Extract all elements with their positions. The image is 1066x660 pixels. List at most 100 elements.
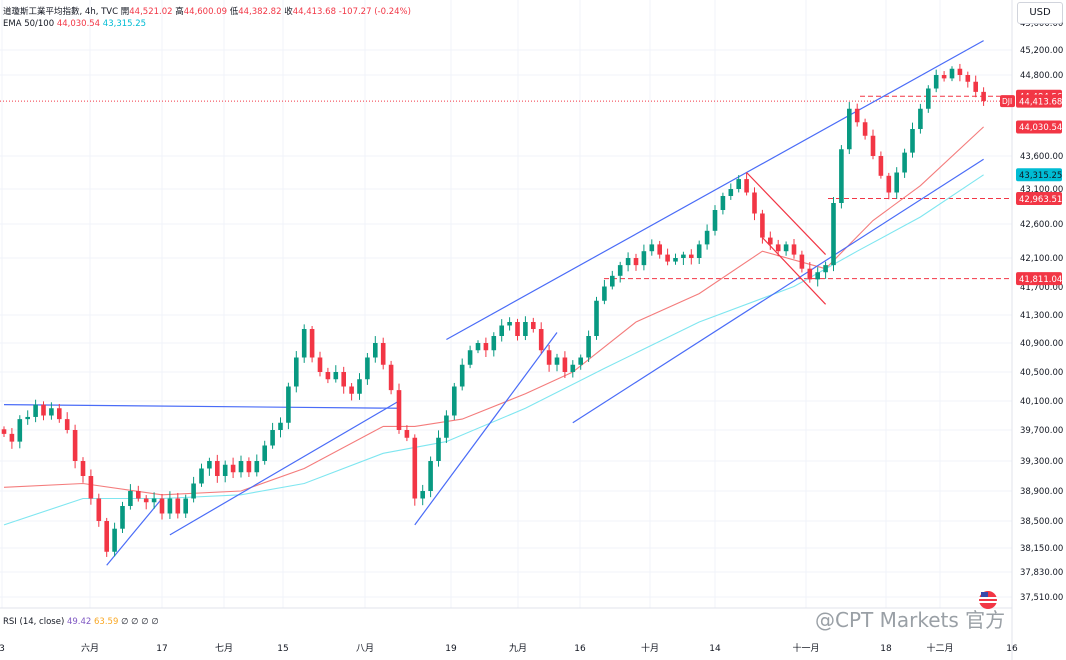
price-tag-5: 41,811.04 bbox=[1016, 272, 1062, 286]
x-axis: 3 六月 17 七月 15 八月 19 九月 16 十月 14 十一月 18 十二月 16 bbox=[0, 607, 1018, 654]
x-tick-label: 16 bbox=[574, 644, 586, 654]
high-label: 高 bbox=[175, 7, 184, 17]
candle-body bbox=[657, 244, 662, 255]
candle-body bbox=[878, 156, 884, 176]
candle-body bbox=[633, 258, 639, 266]
rsi-legend[interactable]: RSI (14, close) 49.42 63.59 ∅ ∅ ∅ ∅ bbox=[3, 617, 159, 627]
trend-lines bbox=[3, 40, 984, 566]
ema100-line bbox=[3, 174, 984, 526]
candle-body bbox=[436, 437, 441, 461]
x-tick-label: 15 bbox=[277, 644, 288, 654]
watermark: @CPT Markets 官方 bbox=[815, 608, 1006, 632]
symbol-badge-text: DJI bbox=[1002, 97, 1012, 106]
candle-body bbox=[641, 251, 647, 266]
candle-body bbox=[965, 75, 971, 82]
candle-body bbox=[270, 430, 275, 446]
candle-body bbox=[554, 357, 560, 365]
candle-body bbox=[88, 476, 94, 499]
candle-body bbox=[902, 152, 907, 173]
candle-body bbox=[799, 254, 805, 269]
close-value: 44,413.68 bbox=[292, 7, 336, 17]
candle-body bbox=[136, 491, 141, 499]
x-tick-label: 六月 bbox=[81, 642, 99, 654]
candle-body bbox=[1, 429, 7, 434]
y-tick-label: 45,200.00 bbox=[1020, 46, 1063, 56]
y-tick-label: 37,510.00 bbox=[1020, 593, 1063, 603]
y-tick-label: 41,300.00 bbox=[1020, 311, 1063, 321]
x-tick-label: 17 bbox=[156, 644, 167, 654]
y-tick-label: 38,900.00 bbox=[1020, 487, 1063, 497]
change-value: -107.27 (-0.24%) bbox=[338, 7, 411, 17]
price-tag-4: 42,963.51 bbox=[1016, 192, 1062, 206]
ema-legend[interactable]: EMA 50/100 44,030.54 43,315.25 bbox=[3, 19, 146, 29]
candle-body bbox=[831, 203, 836, 266]
price-tag-2: 44,030.54 bbox=[1016, 120, 1062, 134]
candle-body bbox=[420, 491, 425, 499]
x-tick-label: 3 bbox=[0, 644, 5, 654]
candle-body bbox=[483, 343, 489, 351]
trend-line-0 bbox=[3, 404, 400, 409]
price-tag-1: 44,413.68 DJI bbox=[1000, 94, 1062, 108]
candle-body bbox=[57, 408, 62, 420]
candle-body bbox=[341, 372, 346, 387]
rsi-value-1: 49.42 bbox=[66, 617, 92, 627]
ema50-line bbox=[3, 126, 984, 496]
x-tick-label: 18 bbox=[880, 644, 892, 654]
candle-body bbox=[49, 408, 54, 416]
price-tag-box bbox=[1016, 120, 1062, 134]
trend-line-2 bbox=[169, 400, 400, 536]
ema-label: EMA 50/100 bbox=[3, 19, 55, 29]
ema100-line-layer bbox=[3, 174, 984, 526]
low-label: 低 bbox=[229, 7, 239, 17]
candle-body bbox=[467, 350, 473, 365]
candle-body bbox=[278, 422, 283, 430]
candle-body bbox=[199, 468, 204, 484]
candle-body bbox=[760, 213, 765, 238]
x-tick-label: 十二月 bbox=[926, 642, 953, 654]
rsi-value-2: 63.59 bbox=[94, 617, 119, 627]
y-tick-label-cut: 45,600.00 bbox=[1020, 19, 1063, 29]
y-tick-label: 40,100.00 bbox=[1020, 397, 1063, 407]
low-value: 44,382.82 bbox=[238, 7, 282, 17]
candle-body bbox=[112, 528, 117, 552]
candle-body bbox=[262, 445, 267, 461]
candle-body bbox=[594, 300, 599, 336]
ema100-value: 43,315.25 bbox=[102, 19, 147, 29]
candle-body bbox=[531, 322, 536, 329]
candle-body bbox=[839, 149, 844, 203]
candle-body bbox=[894, 172, 899, 193]
candle-body bbox=[515, 322, 520, 336]
y-tick-label: 39,300.00 bbox=[1020, 457, 1063, 467]
candle-body bbox=[373, 343, 378, 358]
trend-line-3 bbox=[414, 332, 558, 526]
candle-body bbox=[309, 329, 315, 358]
candle-body bbox=[610, 275, 615, 287]
x-tick-label: 七月 bbox=[215, 643, 233, 654]
x-tick-label: 19 bbox=[445, 644, 457, 654]
candle-body bbox=[72, 430, 78, 461]
candle-body bbox=[933, 75, 939, 89]
currency-button[interactable]: USD bbox=[1017, 2, 1063, 24]
candle-body bbox=[222, 464, 228, 476]
trend-line-1 bbox=[106, 498, 163, 566]
flag-stripe bbox=[979, 601, 997, 603]
candle-body bbox=[151, 498, 157, 503]
candle-body bbox=[775, 244, 781, 252]
x-tick-label: 八月 bbox=[356, 643, 374, 654]
price-tag-box bbox=[1016, 272, 1062, 286]
candle-body bbox=[452, 386, 457, 416]
trend-line-6 bbox=[746, 172, 827, 256]
y-tick-label: 40,900.00 bbox=[1020, 339, 1063, 349]
candle-body bbox=[120, 506, 125, 529]
x-tick-label: 十一月 bbox=[792, 642, 819, 654]
candle-body bbox=[333, 372, 339, 380]
candle-body bbox=[625, 258, 631, 266]
candle-body bbox=[175, 498, 181, 514]
candle-body bbox=[791, 244, 797, 255]
symbol-title: 道瓊斯工業平均指數, 4h, TVC bbox=[3, 7, 119, 17]
candle-body bbox=[215, 461, 220, 476]
candle-body bbox=[918, 108, 923, 129]
candle-body bbox=[949, 68, 955, 79]
candle-body bbox=[696, 244, 702, 258]
